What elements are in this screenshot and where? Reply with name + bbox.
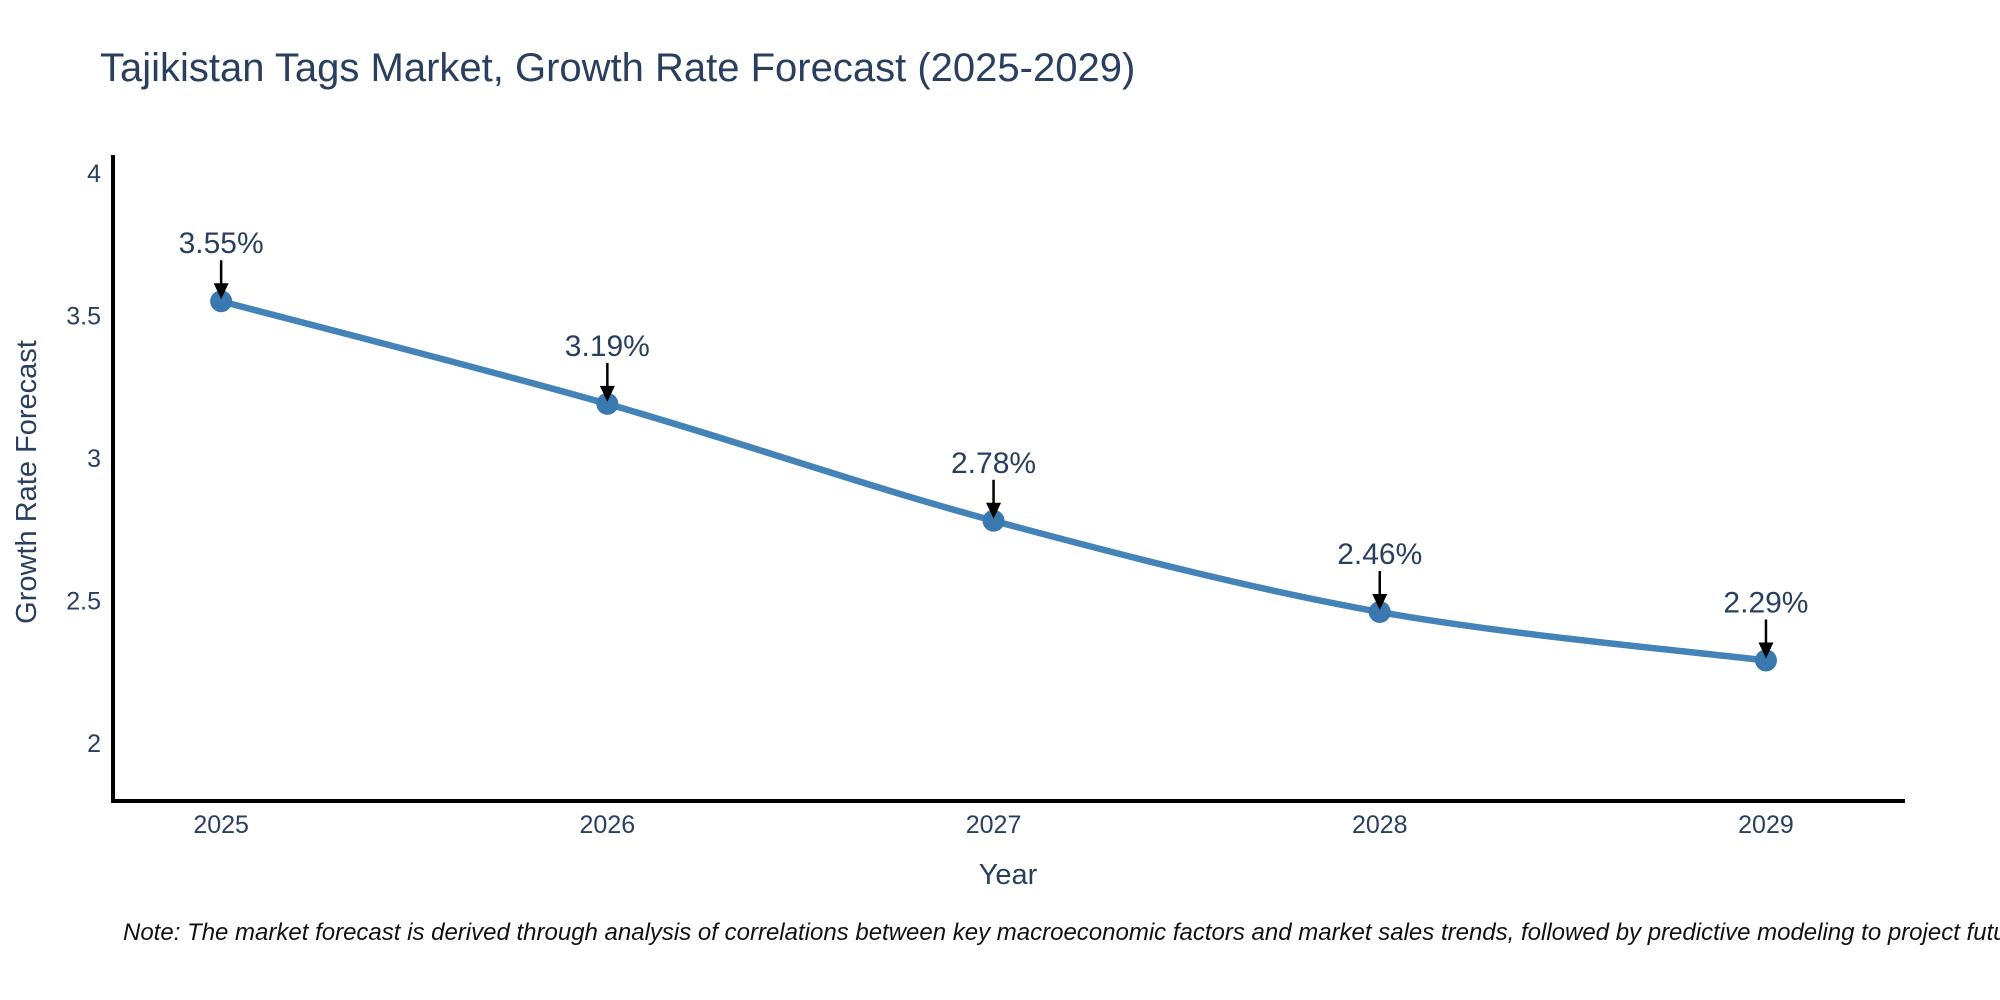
y-tick-label: 4 (87, 160, 101, 188)
footnote: Note: The market forecast is derived thr… (123, 919, 2000, 946)
point-value-label: 2.46% (1337, 538, 1422, 571)
annotation-arrowhead-icon (1372, 593, 1388, 610)
x-tick-label: 2026 (580, 811, 636, 839)
point-annotation: 2.46% (1337, 538, 1422, 610)
annotation-arrowhead-icon (986, 502, 1002, 519)
data-point-marker[interactable] (1368, 600, 1391, 623)
y-tick-label: 3 (87, 445, 101, 473)
annotation-arrowhead-icon (213, 283, 229, 300)
point-value-label: 2.78% (951, 447, 1036, 480)
y-tick-label: 2.5 (66, 588, 101, 616)
point-annotation: 3.55% (179, 227, 264, 300)
x-tick-label: 2025 (193, 811, 249, 839)
axes-group: 4 3.5 3 2.5 2 2025 2026 2027 2028 2029 (66, 155, 1905, 839)
x-tick-label: 2028 (1352, 811, 1408, 839)
y-tick-label: 3.5 (66, 303, 101, 331)
point-value-label: 2.29% (1723, 586, 1808, 619)
x-tick-label: 2027 (966, 811, 1022, 839)
y-tick-label: 2 (87, 730, 101, 758)
point-value-label: 3.19% (565, 330, 650, 363)
data-point-marker[interactable] (982, 509, 1005, 532)
data-point-marker[interactable] (210, 290, 233, 313)
point-annotation: 2.29% (1723, 586, 1809, 659)
chart-title: Tajikistan Tags Market, Growth Rate Fore… (100, 46, 1136, 90)
data-point-marker[interactable] (596, 392, 619, 415)
annotations-group: 3.55% 3.19% 2.78% 2.46% 2.29% (179, 227, 1809, 659)
data-point-marker[interactable] (1754, 649, 1777, 672)
series-group (210, 290, 1777, 672)
x-axis-title: Year (979, 859, 1038, 891)
point-annotation: 3.19% (565, 330, 650, 402)
point-value-label: 3.55% (179, 227, 264, 260)
annotation-arrowhead-icon (1758, 642, 1774, 659)
point-annotation: 2.78% (951, 447, 1036, 519)
x-tick-label: 2029 (1738, 811, 1794, 839)
y-axis-title: Growth Rate Forecast (11, 340, 43, 624)
annotation-arrowhead-icon (599, 385, 615, 402)
